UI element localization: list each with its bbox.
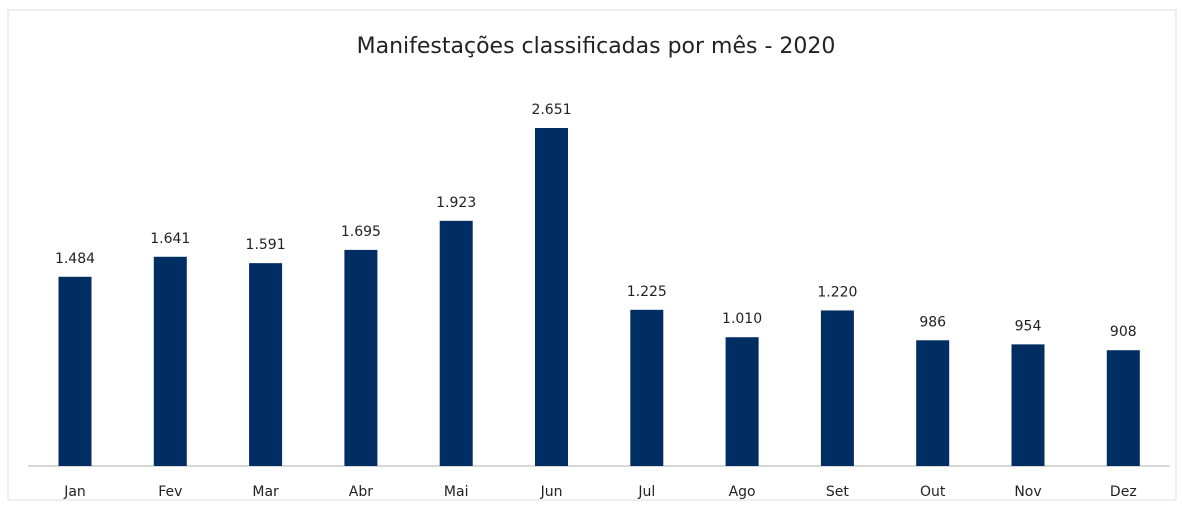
x-tick-label: Set (826, 484, 850, 500)
data-label: 2.651 (531, 102, 571, 118)
x-tick-label: Jul (637, 484, 655, 500)
x-tick-label: Dez (1110, 484, 1137, 500)
data-label: 1.225 (627, 284, 667, 300)
bar (344, 249, 378, 466)
data-label: 1.010 (722, 311, 762, 327)
data-label: 986 (919, 314, 946, 330)
bar (1106, 350, 1140, 466)
x-tick-label: Fev (158, 484, 182, 500)
x-tick-label: Ago (729, 484, 756, 500)
data-label: 1.591 (246, 237, 286, 253)
bar (725, 337, 759, 466)
bar (630, 309, 664, 466)
data-label: 908 (1110, 324, 1137, 340)
x-tick-label: Jun (540, 484, 563, 500)
bar (1011, 344, 1045, 466)
data-label: 1.695 (341, 224, 381, 240)
x-tick-label: Out (920, 484, 946, 500)
bar (58, 276, 92, 466)
data-label: 1.220 (817, 284, 857, 300)
x-tick-label: Mai (444, 484, 469, 500)
bar (916, 340, 950, 466)
bar (153, 256, 187, 466)
bar (820, 310, 854, 466)
data-label: 1.923 (436, 195, 476, 211)
data-label: 1.484 (55, 251, 95, 267)
data-label: 1.641 (150, 231, 190, 247)
bar (439, 220, 473, 466)
bar (535, 128, 568, 466)
x-tick-label: Jan (63, 484, 86, 500)
bar (249, 263, 283, 466)
chart-frame (7, 9, 1177, 501)
x-tick-label: Mar (252, 484, 279, 500)
data-label: 954 (1015, 318, 1042, 334)
chart-title: Manifestações classificadas por mês - 20… (357, 34, 836, 59)
x-tick-label: Abr (349, 484, 373, 500)
x-tick-label: Nov (1014, 484, 1041, 500)
